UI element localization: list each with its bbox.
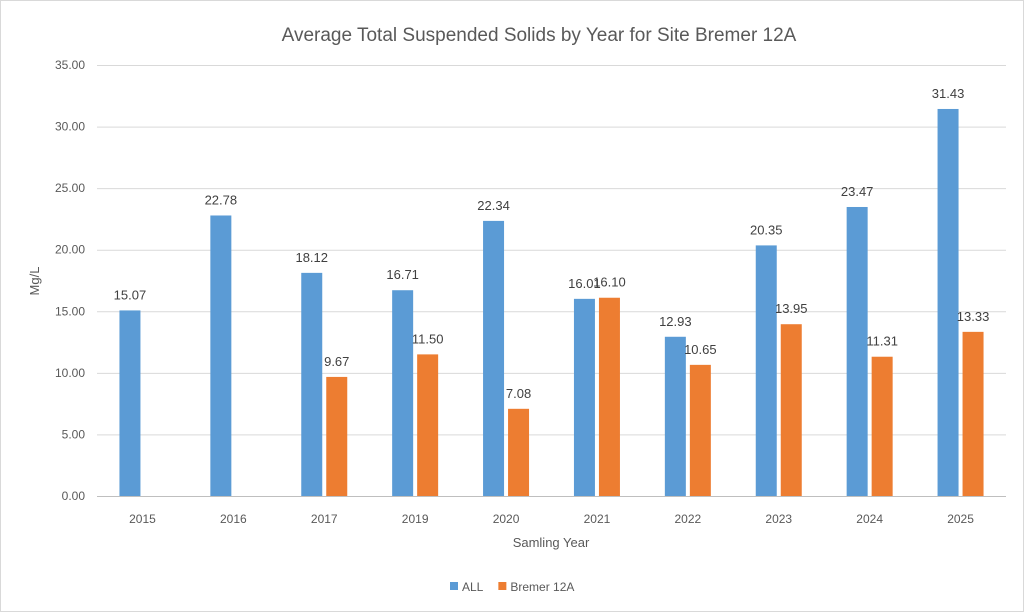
bar-all [846,206,868,497]
bar-bremer-12a [417,354,439,496]
legend-swatch [498,582,507,590]
data-label: 31.43 [932,86,965,101]
bar-bremer-12a [508,408,530,496]
legend-swatch [450,582,458,590]
data-label: 7.08 [506,386,531,401]
x-tick-label: 2016 [220,512,247,526]
bar-bremer-12a [780,324,802,496]
x-tick-label: 2020 [493,512,520,526]
x-tick-label: 2022 [674,512,701,526]
data-label: 13.95 [775,301,808,316]
y-tick-label: 20.00 [55,243,85,257]
x-tick-label: 2021 [584,512,611,526]
data-label: 22.78 [205,192,238,207]
data-label: 11.31 [866,334,898,349]
data-label: 10.65 [684,342,717,357]
y-tick-label: 30.00 [55,120,85,134]
y-axis-label: Mg/L [27,267,42,296]
data-label: 12.93 [659,314,692,329]
x-tick-label: 2017 [311,512,338,526]
bar-all [755,245,777,496]
y-tick-label: 10.00 [55,366,85,380]
x-tick-label: 2019 [402,512,429,526]
data-label: 16.10 [593,275,626,290]
y-tick-label: 5.00 [62,427,86,441]
y-tick-label: 15.00 [55,304,85,318]
y-tick-label: 25.00 [55,181,85,195]
bar-all [392,290,414,496]
bar-all [937,108,959,496]
data-label: 20.35 [750,222,783,237]
y-tick-label: 0.00 [62,489,86,503]
bar-all [664,336,686,496]
x-tick-label: 2024 [856,512,883,526]
data-label: 16.01 [568,276,601,291]
x-tick-label: 2025 [947,512,974,526]
bar-bremer-12a [962,331,984,496]
data-label: 9.67 [324,354,349,369]
legend-label: Bremer 12A [510,580,574,594]
data-label: 13.33 [957,309,990,324]
chart-title: Average Total Suspended Solids by Year f… [282,25,797,46]
data-label: 15.07 [114,287,147,302]
data-label: 22.34 [477,198,510,213]
x-axis-label: Samling Year [513,535,590,550]
bar-all [301,272,323,496]
bar-bremer-12a [689,364,711,496]
bar-all [573,298,595,496]
bar-bremer-12a [326,376,348,496]
data-label: 23.47 [841,184,874,199]
bar-all [210,215,232,496]
bar-bremer-12a [598,297,620,496]
data-label: 18.12 [295,250,328,265]
bar-all [483,220,505,496]
legend-label: ALL [462,580,484,594]
bar-bremer-12a [871,356,893,496]
x-tick-label: 2015 [129,512,156,526]
y-tick-label: 35.00 [55,58,85,72]
x-tick-label: 2023 [765,512,792,526]
data-label: 11.50 [412,331,444,346]
data-label: 16.71 [386,267,419,282]
bar-all [119,310,141,496]
